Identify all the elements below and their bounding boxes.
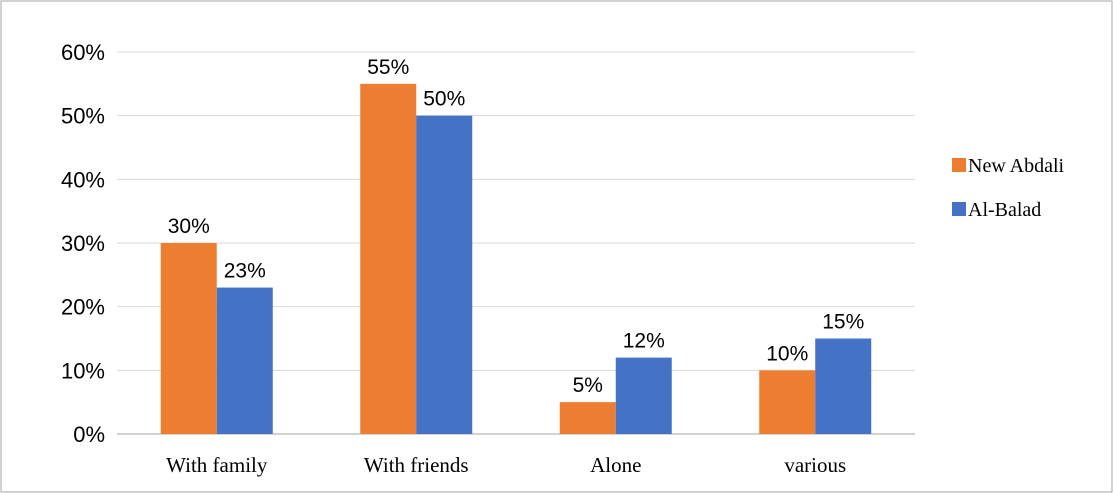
bar	[160, 243, 217, 434]
y-tick-label: 30%	[61, 231, 105, 256]
bar	[759, 370, 816, 434]
bar	[559, 402, 616, 434]
bar	[360, 83, 417, 434]
bar	[615, 357, 672, 434]
data-label: 10%	[766, 342, 808, 365]
legend-label: New Abdali	[968, 155, 1065, 177]
data-label: 15%	[822, 311, 864, 334]
y-tick-label: 50%	[61, 104, 105, 129]
y-axis: 0% 10% 20% 30% 40% 50% 60%	[61, 40, 105, 447]
x-tick-label: With friends	[364, 453, 469, 477]
legend-label: Al-Balad	[968, 199, 1041, 221]
data-label: 5%	[573, 374, 603, 397]
y-tick-label: 10%	[61, 358, 105, 383]
bars	[160, 83, 872, 435]
legend-swatch	[952, 202, 966, 216]
x-axis: With family With friends Alone various	[166, 453, 846, 477]
data-label: 50%	[423, 88, 465, 111]
bar	[416, 115, 473, 435]
data-label: 23%	[224, 260, 266, 283]
y-tick-label: 60%	[61, 40, 105, 65]
bar	[216, 287, 273, 434]
bar	[815, 338, 872, 434]
x-tick-label: With family	[166, 453, 268, 477]
y-tick-label: 40%	[61, 167, 105, 192]
data-labels: 30% 23% 55% 50% 5% 12% 10% 15%	[168, 56, 865, 397]
data-label: 55%	[367, 56, 409, 79]
data-label: 30%	[168, 215, 210, 238]
y-tick-label: 0%	[73, 422, 105, 447]
data-label: 12%	[623, 330, 665, 353]
x-tick-label: Alone	[590, 453, 641, 477]
legend: New Abdali Al-Balad	[952, 155, 1065, 221]
legend-swatch	[952, 158, 966, 172]
y-tick-label: 20%	[61, 295, 105, 320]
x-tick-label: various	[784, 453, 846, 477]
